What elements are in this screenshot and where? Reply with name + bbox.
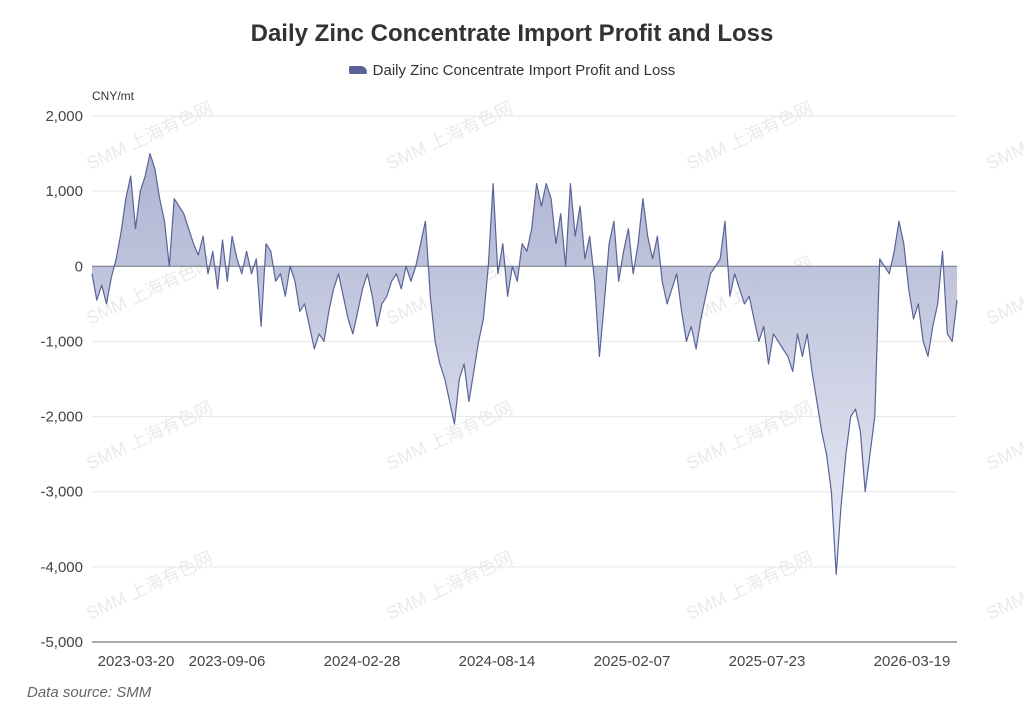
- data-source: Data source: SMM: [27, 684, 152, 701]
- x-tick-label: 2023-09-06: [189, 653, 266, 670]
- y-axis-ticks: 2,000 1,000 0 -1,000 -2,000 -3,000 -4,000 -5,00…: [40, 108, 83, 651]
- watermark-text: SMM 上海有色网: [683, 398, 816, 474]
- watermark-text: SMM 上海有色网: [683, 98, 816, 174]
- watermark-layer: SMM 上海有色网 SMM 上海有色网 SMM 上海有色网 SMM 上海有色网 SMM …: [83, 98, 1024, 624]
- series-line: [91, 153, 958, 575]
- x-tick-label: 2023-03-20: [98, 653, 175, 670]
- watermark-text: SMM 上海有色网: [683, 548, 816, 624]
- watermark-text: SMM 上海有色网: [383, 398, 516, 474]
- watermark-text: SMM 上海有色网: [383, 98, 516, 174]
- watermark-text: SMM 上海有色网: [83, 398, 216, 474]
- watermark-text: SMM 上海有色网: [83, 548, 216, 624]
- series-layer: [91, 153, 958, 575]
- watermark-text: SMM 上海有色网: [983, 253, 1024, 329]
- x-tick-label: 2024-08-14: [459, 653, 536, 670]
- watermark-text: SMM 上海有色网: [983, 398, 1024, 474]
- x-tick-label: 2026-03-19: [874, 653, 951, 670]
- x-tick-label: 2025-07-23: [729, 653, 806, 670]
- chart-title: Daily Zinc Concentrate Import Profit and…: [250, 20, 774, 47]
- y-tick-label: -4,000: [40, 559, 83, 576]
- y-tick-label: -2,000: [40, 409, 83, 426]
- y-tick-label: 0: [75, 258, 83, 275]
- y-axis-unit: CNY/mt: [92, 89, 134, 103]
- x-tick-label: 2025-02-07: [594, 653, 671, 670]
- legend-swatch-icon: [348, 66, 367, 75]
- chart-legend[interactable]: Daily Zinc Concentrate Import Profit and…: [0, 62, 1024, 79]
- y-tick-label: -5,000: [40, 634, 83, 651]
- watermark-text: SMM 上海有色网: [983, 548, 1024, 624]
- x-tick-label: 2024-02-28: [324, 653, 401, 670]
- y-tick-label: -3,000: [40, 484, 83, 501]
- y-tick-label: 2,000: [45, 108, 83, 125]
- y-tick-label: 1,000: [45, 183, 83, 200]
- legend-label: Daily Zinc Concentrate Import Profit and…: [372, 62, 676, 79]
- y-tick-label: -1,000: [40, 333, 83, 350]
- watermark-text: SMM 上海有色网: [383, 548, 516, 624]
- series-area: [92, 153, 957, 575]
- watermark-text: SMM 上海有色网: [983, 98, 1024, 174]
- x-axis: 2023-03-20 2023-09-06 2024-02-28 2024-08-14…: [92, 641, 957, 670]
